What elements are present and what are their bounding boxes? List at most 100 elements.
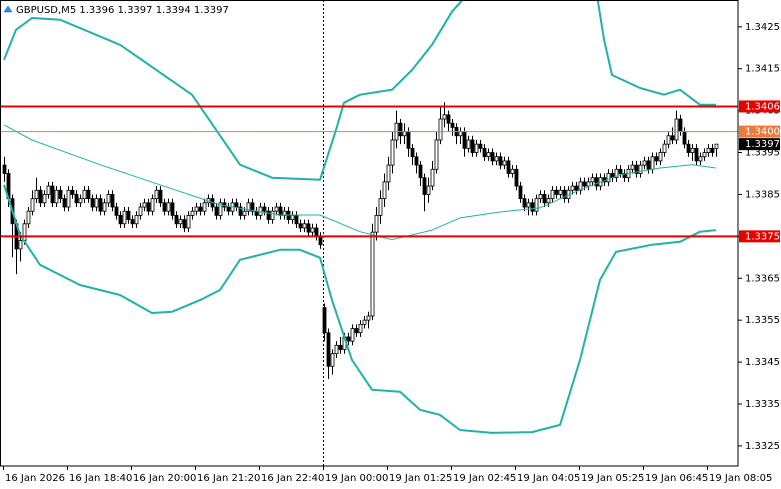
candle-body-down bbox=[250, 202, 255, 212]
candle-body-down bbox=[594, 177, 599, 187]
y-tick-label: 1.3345 bbox=[745, 357, 780, 368]
x-tick-label: 19 Jan 01:25 bbox=[389, 473, 452, 484]
candle-body-up bbox=[386, 164, 391, 183]
x-tick-label: 19 Jan 04:05 bbox=[517, 473, 580, 484]
candle-body-up bbox=[706, 147, 711, 153]
candle-body-down bbox=[346, 336, 351, 342]
candle-body-up bbox=[66, 189, 71, 208]
candle-body-up bbox=[350, 328, 355, 342]
candle-body-down bbox=[110, 194, 115, 208]
candle-body-down bbox=[582, 181, 587, 187]
candle-body-up bbox=[54, 189, 59, 204]
price-level-label: 1.3400 bbox=[745, 127, 780, 138]
x-tick-label: 19 Jan 05:25 bbox=[581, 473, 644, 484]
candle-body-down bbox=[694, 147, 699, 162]
candle-body-up bbox=[374, 214, 379, 233]
candle-body-up bbox=[590, 177, 595, 183]
candle-body-up bbox=[370, 231, 375, 317]
candle-body-up bbox=[302, 223, 307, 229]
candle-body-up bbox=[150, 198, 155, 212]
candle-body-down bbox=[522, 198, 527, 208]
candle-body-up bbox=[330, 353, 335, 367]
candle-body-down bbox=[554, 189, 559, 195]
candle-body-down bbox=[74, 194, 79, 204]
candle-body-down bbox=[634, 164, 639, 174]
candle-body-up bbox=[502, 160, 507, 166]
candle-body-up bbox=[486, 152, 491, 158]
indicator-line bbox=[3, 124, 717, 241]
candle-body-up bbox=[430, 168, 435, 187]
candle-body-up bbox=[630, 164, 635, 170]
candle-body-down bbox=[38, 189, 43, 204]
candle-body-down bbox=[482, 147, 487, 158]
candle-body-up bbox=[154, 189, 159, 200]
candle-body-up bbox=[134, 214, 139, 225]
price-level-box bbox=[739, 125, 780, 138]
candle-body-up bbox=[26, 210, 31, 225]
y-tick-label: 1.3395 bbox=[745, 148, 780, 159]
candle-body-down bbox=[490, 152, 495, 162]
candle-body-down bbox=[70, 189, 75, 195]
candle-body-up bbox=[102, 202, 107, 212]
candle-body-down bbox=[62, 198, 67, 208]
candle-body-up bbox=[606, 173, 611, 183]
candle-body-up bbox=[714, 143, 719, 149]
candle-body-down bbox=[530, 202, 535, 212]
candle-body-up bbox=[242, 210, 247, 216]
candle-body-up bbox=[366, 315, 371, 321]
candle-body-down bbox=[170, 202, 175, 216]
candle-body-down bbox=[222, 202, 227, 208]
candle-body-down bbox=[298, 223, 303, 229]
candle-body-up bbox=[310, 227, 315, 233]
candle-body-up bbox=[46, 185, 51, 195]
candle-body-down bbox=[682, 131, 687, 145]
x-tick-label: 16 Jan 20:00 bbox=[133, 473, 196, 484]
candle-body-down bbox=[498, 156, 503, 166]
candle-body-up bbox=[138, 206, 143, 216]
candle-body-down bbox=[518, 185, 523, 200]
candle-body-down bbox=[542, 194, 547, 204]
candle-body-down bbox=[470, 139, 475, 153]
candle-body-down bbox=[234, 202, 239, 208]
indicator-line bbox=[3, 0, 716, 181]
candle-body-up bbox=[142, 202, 147, 208]
candle-body-down bbox=[418, 164, 423, 179]
candle-body-up bbox=[558, 189, 563, 195]
candle-body-up bbox=[702, 152, 707, 158]
candle-body-down bbox=[410, 147, 415, 158]
candle-body-up bbox=[538, 194, 543, 200]
y-tick-label: 1.3425 bbox=[745, 22, 780, 33]
candle-body-up bbox=[34, 189, 39, 200]
candle-body-up bbox=[334, 344, 339, 355]
candle-body-down bbox=[478, 143, 483, 149]
x-tick-label: 16 Jan 21:20 bbox=[197, 473, 260, 484]
candle-body-down bbox=[574, 185, 579, 191]
chart-title: GBPUSD,M5 1.3396 1.3397 1.3394 1.3397 bbox=[16, 5, 229, 16]
candle-body-down bbox=[670, 135, 675, 141]
plot-area bbox=[0, 0, 738, 466]
candle-body-up bbox=[246, 202, 251, 212]
candle-body-down bbox=[450, 122, 455, 128]
y-tick-label: 1.3365 bbox=[745, 273, 780, 284]
candle-body-down bbox=[322, 307, 327, 334]
candle-body-up bbox=[186, 214, 191, 229]
candle-body-up bbox=[42, 194, 47, 204]
candle-body-down bbox=[182, 219, 187, 229]
candle-body-up bbox=[442, 114, 447, 120]
candle-body-up bbox=[494, 156, 499, 162]
candle-body-up bbox=[638, 164, 643, 174]
price-level-label: 1.3397 bbox=[745, 139, 780, 150]
candle-body-down bbox=[414, 156, 419, 166]
candle-body-up bbox=[358, 323, 363, 334]
x-tick-label: 19 Jan 06:45 bbox=[645, 473, 708, 484]
candle-body-down bbox=[506, 160, 511, 174]
candle-body-down bbox=[86, 189, 91, 200]
candle-body-up bbox=[466, 139, 471, 149]
candle-body-up bbox=[570, 185, 575, 191]
candle-body-down bbox=[126, 210, 131, 220]
candle-body-up bbox=[458, 131, 463, 137]
candle-body-up bbox=[666, 135, 671, 145]
candle-body-down bbox=[622, 173, 627, 179]
